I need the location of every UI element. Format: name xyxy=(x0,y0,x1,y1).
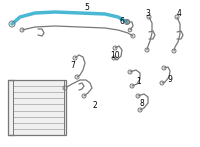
Text: 6: 6 xyxy=(120,17,124,26)
Text: 2: 2 xyxy=(93,101,97,110)
Text: 9: 9 xyxy=(168,76,172,85)
Text: 5: 5 xyxy=(85,2,89,11)
Text: 7: 7 xyxy=(71,61,75,70)
Text: 1: 1 xyxy=(137,77,141,86)
Bar xyxy=(8,80,66,135)
Text: 8: 8 xyxy=(140,100,144,108)
Text: 4: 4 xyxy=(177,9,181,17)
Text: 3: 3 xyxy=(146,9,150,17)
Text: 10: 10 xyxy=(110,51,120,61)
